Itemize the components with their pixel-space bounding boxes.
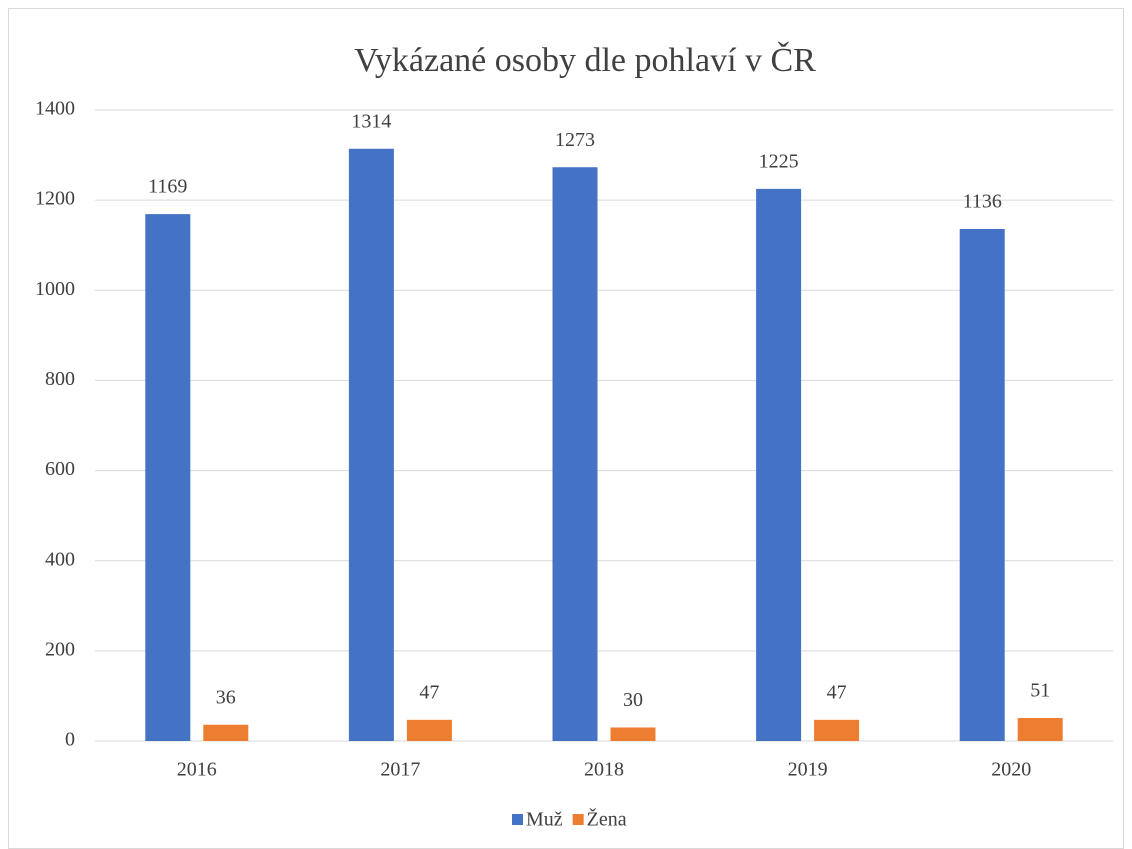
data-label: 51	[1030, 680, 1050, 702]
legend-swatch	[512, 814, 523, 825]
y-tick-label: 1200	[35, 188, 75, 210]
bar	[756, 188, 802, 741]
y-tick-label: 1400	[35, 98, 75, 120]
y-tick-label: 0	[65, 729, 75, 751]
legend-label: Muž	[526, 809, 563, 831]
legend-swatch	[572, 814, 584, 825]
bar	[406, 719, 452, 741]
data-label: 1169	[148, 176, 187, 198]
data-label: 47	[827, 681, 847, 703]
data-label: 1136	[963, 191, 1002, 213]
bar	[552, 167, 598, 741]
y-tick-label: 600	[45, 458, 75, 480]
x-tick-label: 2020	[991, 759, 1031, 781]
x-tick-label: 2017	[380, 759, 420, 781]
x-tick-label: 2016	[177, 759, 217, 781]
x-tick-label: 2018	[584, 759, 624, 781]
data-label: 30	[623, 689, 643, 711]
x-tick-label: 2019	[788, 759, 828, 781]
legend-label: Žena	[587, 808, 627, 831]
bar	[1017, 718, 1063, 741]
bar	[610, 727, 656, 741]
data-label: 36	[216, 686, 236, 708]
bar	[814, 719, 860, 741]
y-tick-label: 200	[45, 638, 75, 660]
y-tick-label: 800	[45, 368, 75, 390]
data-label: 1314	[351, 110, 391, 132]
data-label: 1273	[555, 129, 595, 151]
bar	[959, 228, 1005, 741]
bar	[203, 724, 249, 741]
y-tick-label: 400	[45, 548, 75, 570]
chart-title: Vykázané osoby dle pohlaví v ČR	[354, 41, 816, 79]
data-label: 47	[419, 681, 439, 703]
bar	[348, 148, 394, 742]
y-tick-label: 1000	[35, 278, 75, 300]
bar	[145, 214, 191, 742]
data-label: 1225	[759, 150, 799, 172]
